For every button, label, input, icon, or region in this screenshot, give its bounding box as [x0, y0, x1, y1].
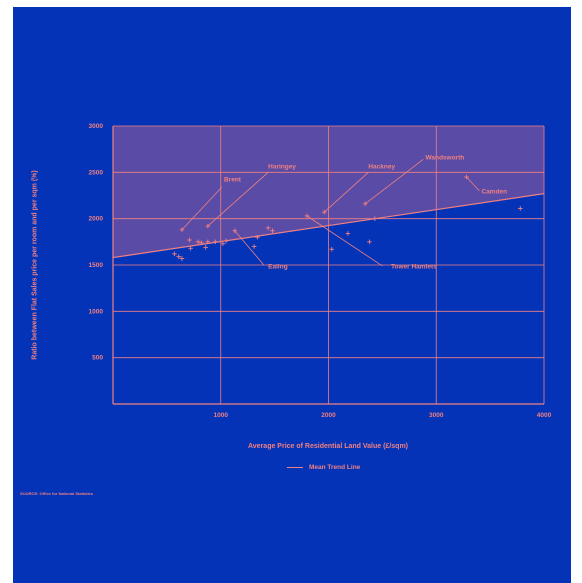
- data-point: [372, 216, 378, 221]
- legend-swatch: [287, 467, 303, 468]
- data-point: [251, 244, 257, 249]
- labeled-data-point: [205, 223, 211, 229]
- annotation-label: Camden: [482, 189, 508, 196]
- data-point: [329, 246, 335, 252]
- x-tick-label: 2000: [321, 412, 336, 419]
- annotation-leader: [234, 230, 265, 266]
- labeled-data-point: [321, 209, 327, 215]
- mean-trend-line: [112, 193, 545, 259]
- annotation-leader: [466, 176, 480, 192]
- y-tick-label: 1500: [89, 262, 104, 269]
- data-point: [213, 239, 218, 245]
- data-point: [203, 245, 208, 250]
- annotation-label: Brent: [224, 177, 242, 184]
- data-point: [220, 241, 226, 246]
- y-tick-label: 500: [92, 355, 103, 362]
- labeled-data-point: [362, 201, 368, 207]
- x-tick-label: 1000: [214, 412, 229, 419]
- chart-panel: [13, 7, 571, 583]
- legend: Mean Trend Line: [287, 464, 360, 471]
- labeled-data-point: [179, 227, 185, 233]
- annotation-leader: [323, 172, 369, 213]
- annotation-label: Hackney: [368, 164, 395, 171]
- annotation-label: Ealing: [268, 264, 288, 271]
- annotation-label: Tower Hamlets: [391, 264, 437, 271]
- data-point: [367, 239, 372, 245]
- y-tick-label: 3000: [89, 123, 104, 130]
- annotation-label: Wandsworth: [425, 154, 464, 161]
- data-point: [179, 256, 185, 261]
- annotation-leader: [306, 215, 383, 267]
- x-tick-label: 4000: [537, 412, 552, 419]
- data-point: [195, 239, 201, 245]
- data-point: [172, 251, 177, 257]
- labeled-data-point: [232, 228, 238, 234]
- data-point: [517, 206, 523, 211]
- data-point: [255, 234, 260, 240]
- data-point: [270, 228, 275, 234]
- x-axis-label: Average Price of Residential Land Value …: [247, 443, 409, 450]
- legend-label: Mean Trend Line: [309, 464, 361, 471]
- data-point: [176, 254, 182, 259]
- labeled-data-point: [464, 174, 469, 180]
- data-point: [199, 240, 204, 246]
- annotation-leader: [207, 172, 269, 227]
- source-note: SOURCE: Office for National Statistics: [20, 491, 94, 496]
- data-point: [223, 238, 229, 244]
- x-tick-label: 3000: [429, 412, 444, 419]
- annotation-label: Haringey: [268, 164, 296, 171]
- labeled-data-point: [304, 213, 310, 219]
- data-point: [187, 237, 192, 243]
- annotation-leader: [181, 186, 223, 231]
- data-point: [188, 246, 193, 251]
- y-axis-label: Ratio between Flat Sales price per room …: [31, 170, 39, 360]
- data-point: [265, 225, 271, 231]
- data-point: [205, 239, 211, 245]
- y-tick-label: 2000: [89, 216, 104, 223]
- annotation-leader: [364, 159, 424, 205]
- y-tick-label: 2500: [89, 169, 104, 176]
- y-tick-label: 1000: [89, 308, 104, 315]
- data-point: [345, 231, 351, 236]
